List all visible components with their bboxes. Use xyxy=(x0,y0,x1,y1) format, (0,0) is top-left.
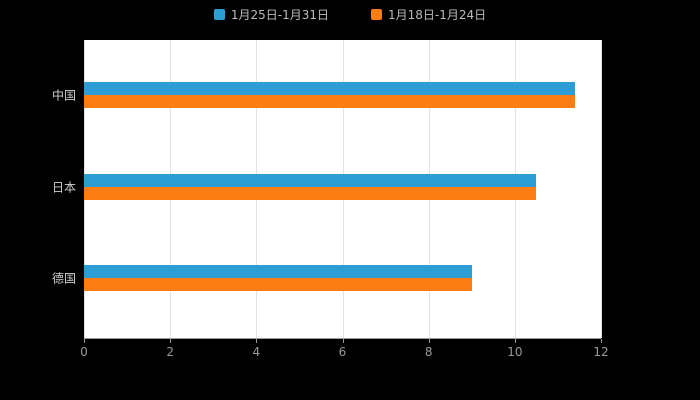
legend: 1月25日-1月31日 1月18日-1月24日 xyxy=(0,6,700,23)
x-axis-tick xyxy=(170,339,172,343)
legend-item-series2[interactable]: 1月18日-1月24日 xyxy=(371,6,486,23)
x-axis-label: 8 xyxy=(424,345,433,359)
x-axis-label: 10 xyxy=(507,345,523,359)
x-axis-label: 2 xyxy=(166,345,174,359)
y-axis-label: 日本 xyxy=(51,180,76,195)
gridline xyxy=(601,40,602,338)
bar-series2-0[interactable] xyxy=(84,95,576,108)
bar-series1-2[interactable] xyxy=(84,265,472,278)
x-axis-label: 0 xyxy=(80,345,88,359)
x-axis-tick xyxy=(84,339,85,343)
x-axis-tick xyxy=(342,339,344,343)
x-axis-label: 12 xyxy=(593,345,609,359)
plot-area xyxy=(84,40,602,339)
x-axis-tick xyxy=(514,339,516,343)
legend-label-series2: 1月18日-1月24日 xyxy=(388,8,487,22)
bar-series1-1[interactable] xyxy=(84,174,537,187)
bar-series1-0[interactable] xyxy=(84,82,576,95)
y-axis-label: 德国 xyxy=(51,271,76,286)
x-axis-label: 6 xyxy=(338,345,347,359)
y-axis-label: 中国 xyxy=(51,88,76,103)
legend-marker-orange-icon xyxy=(371,9,382,20)
x-axis-label: 4 xyxy=(252,345,261,359)
x-axis-labels: 0 2 4 6 8 10 12 xyxy=(80,339,609,361)
bar-series2-1[interactable] xyxy=(84,187,537,200)
legend-item-series1[interactable]: 1月25日-1月31日 xyxy=(213,6,329,23)
y-axis-labels: 中国 日本 德国 xyxy=(0,40,76,338)
legend-marker-blue-icon xyxy=(213,9,225,20)
x-axis-tick xyxy=(601,339,602,343)
x-axis-tick xyxy=(428,339,430,343)
x-axis-tick xyxy=(256,339,258,343)
legend-label-series1: 1月25日-1月31日 xyxy=(230,8,329,22)
bar-series2-2[interactable] xyxy=(84,278,472,291)
